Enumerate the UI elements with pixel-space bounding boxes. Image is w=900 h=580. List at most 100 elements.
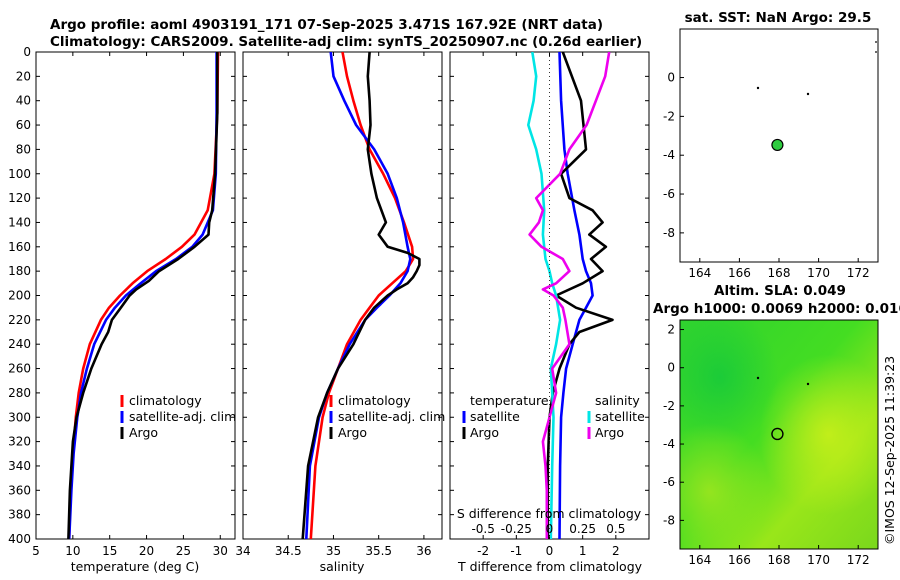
legend-label-argo: Argo	[338, 425, 367, 440]
y-tick-label: 100	[8, 167, 31, 181]
map-x-tick-label: 172	[847, 553, 870, 567]
legend-label-satellite: satellite-adj. clim	[338, 409, 445, 424]
y-tick-label: 60	[16, 118, 31, 132]
argo-station-marker	[771, 138, 784, 152]
sla-map-ticks: 164 166 168 170 172 2 0 -2 -4 -6 -8	[663, 323, 870, 567]
x-tick-label: 5	[32, 544, 40, 558]
series-line-t-satellite	[558, 52, 594, 539]
top-x-tick-label: 0.5	[606, 522, 625, 536]
y-tick-label: 220	[8, 313, 31, 327]
y-tick-label: 180	[8, 264, 31, 278]
legend-label-climatology: climatology	[338, 393, 411, 408]
y-tick-label: 200	[8, 289, 31, 303]
map-x-tick-label: 172	[847, 266, 870, 280]
y-tick-label: 380	[8, 508, 31, 522]
y-tick-label: 280	[8, 386, 31, 400]
y-tick-label: 240	[8, 337, 31, 351]
x-tick-label: 35	[326, 544, 341, 558]
legend-label-s-argo: Argo	[595, 425, 624, 440]
x-tick-label: 1	[579, 544, 587, 558]
sla-map-title-line2: Argo h1000: 0.0069 h2000: 0.016	[653, 301, 900, 317]
top-x-tick-label: -0.25	[501, 522, 532, 536]
y-tick-label: 300	[8, 410, 31, 424]
map-x-tick-label: 166	[728, 553, 751, 567]
figure-title-line1: Argo profile: aoml 4903191_171 07-Sep-20…	[50, 17, 603, 33]
map-x-tick-label: 170	[807, 266, 830, 280]
series-line-climatology	[67, 52, 220, 539]
map-y-tick-label: -4	[663, 148, 675, 162]
top-x-tick-label: 0.25	[569, 522, 596, 536]
series-line-s-satellite	[526, 52, 562, 539]
series-line-argo	[67, 52, 219, 539]
difference-top-xlabel: S difference from climatology	[457, 506, 642, 521]
x-tick-label: -1	[510, 544, 522, 558]
map-x-tick-label: 164	[688, 266, 711, 280]
y-tick-label: 140	[8, 215, 31, 229]
top-x-tick-label: -0.5	[471, 522, 494, 536]
difference-panel-frame	[449, 51, 650, 540]
map-y-tick-label: -2	[663, 399, 675, 413]
map-x-tick-label: 168	[768, 553, 791, 567]
sst-map-title: sat. SST: NaN Argo: 29.5	[685, 10, 872, 26]
y-tick-label: 0	[23, 45, 31, 59]
argo-station-marker	[771, 427, 784, 441]
figure-title-line2: Climatology: CARS2009. Satellite-adj cli…	[50, 34, 642, 50]
y-tick-label: 20	[16, 69, 31, 83]
x-tick-label: -2	[477, 544, 489, 558]
island-dot	[756, 86, 760, 90]
series-line-satellite-adj-clim	[305, 52, 412, 539]
salinity-lines	[301, 52, 421, 539]
sst-map-ticks: 164 166 168 170 172 0 -2 -4 -6 -8	[663, 71, 870, 280]
difference-xlabel: T difference from climatology	[457, 559, 643, 574]
y-tick-label: 320	[8, 435, 31, 449]
sla-heatmap-mid-region	[680, 320, 878, 549]
island-dot	[756, 376, 760, 380]
legend-label-argo: Argo	[129, 425, 158, 440]
y-tick-label: 80	[16, 142, 31, 156]
legend-label-climatology: climatology	[129, 393, 202, 408]
x-tick-label: 34	[235, 544, 250, 558]
island-dot	[875, 51, 877, 53]
temperature-xlabel: temperature (deg C)	[71, 559, 200, 574]
x-tick-label: 34.5	[275, 544, 302, 558]
map-y-tick-label: -6	[663, 475, 675, 489]
series-line-t-argo	[546, 52, 614, 539]
imos-watermark: ©IMOS 12-Sep-2025 11:39:23	[882, 356, 897, 545]
series-line-climatology	[309, 52, 415, 539]
x-tick-label: 2	[612, 544, 620, 558]
legend-label-t-argo: Argo	[470, 425, 499, 440]
salinity-xlabel: salinity	[320, 559, 365, 574]
salinity-panel-frame	[242, 51, 443, 540]
difference-legend: temperature satellite Argo salinity sate…	[462, 393, 645, 440]
temperature-lines	[67, 52, 220, 539]
x-tick-label: 10	[65, 544, 80, 558]
y-tick-label: 400	[8, 532, 31, 546]
temperature-panel-frame	[35, 51, 236, 540]
difference-lines	[526, 52, 614, 539]
island-dot	[806, 382, 810, 386]
x-tick-label: 25	[176, 544, 191, 558]
x-tick-label: 0	[546, 544, 554, 558]
map-y-tick-label: -2	[663, 109, 675, 123]
series-line-s-argo	[528, 52, 611, 539]
x-tick-label: 15	[102, 544, 117, 558]
map-x-tick-label: 170	[807, 553, 830, 567]
legend-title-temperature: temperature	[470, 393, 549, 408]
x-tick-label: 36	[416, 544, 431, 558]
y-tick-label: 360	[8, 483, 31, 497]
legend-label-satellite: satellite-adj. clim	[129, 409, 236, 424]
temperature-legend: climatology satellite-adj. clim Argo	[120, 393, 236, 440]
island-dot	[806, 92, 810, 96]
map-y-tick-label: 0	[667, 71, 675, 85]
y-tick-label: 40	[16, 94, 31, 108]
map-x-tick-label: 166	[728, 266, 751, 280]
legend-label-s-satellite: satellite	[595, 409, 645, 424]
y-tick-label: 160	[8, 240, 31, 254]
y-tick-label: 120	[8, 191, 31, 205]
map-y-tick-label: -8	[663, 226, 675, 240]
legend-label-t-satellite: satellite	[470, 409, 520, 424]
map-y-tick-label: -8	[663, 513, 675, 527]
map-y-tick-label: 2	[667, 323, 675, 337]
